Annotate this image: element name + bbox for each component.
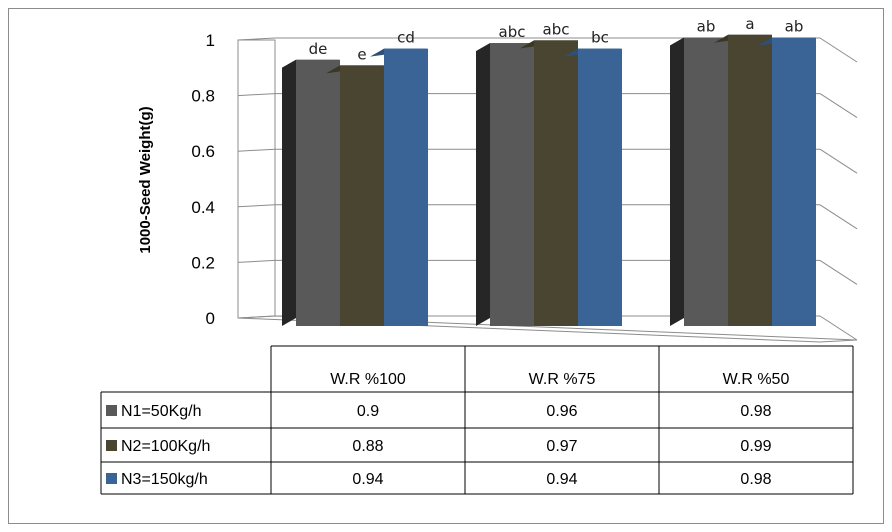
bar (670, 37, 728, 327)
bars (282, 34, 816, 327)
y-tick-label: 1 (206, 31, 215, 50)
table-cell: 0.9 (357, 403, 379, 420)
table-cell: 0.99 (740, 438, 771, 455)
gridline-left (237, 315, 276, 319)
legend-swatch (106, 405, 117, 416)
bar-letter-label: ab (697, 18, 716, 36)
chart-frame (8, 8, 884, 524)
bar (282, 59, 340, 327)
gridline-left (237, 93, 276, 97)
table-cell: 0.94 (352, 471, 383, 488)
y-tick-label: 0.6 (191, 142, 215, 161)
y-axis-ticks: 0 0.2 0.4 0.6 0.8 1 (191, 31, 215, 328)
side-wall (237, 39, 276, 319)
y-axis-label: 1000-Seed Weight(g) (137, 106, 154, 253)
gridline-right (819, 315, 858, 341)
y-tick-label: 0.2 (191, 253, 215, 272)
bar-letter-labels: de e cd abc abc bc ab a ab (309, 15, 804, 64)
table-cell: 0.98 (740, 403, 771, 420)
legend-swatch (106, 473, 117, 484)
table-header-category: W.R %75 (529, 371, 596, 388)
y-tick-label: 0 (206, 309, 215, 328)
bar-front (296, 59, 340, 327)
bar-front (490, 43, 534, 327)
bar-front (684, 37, 728, 327)
bar (564, 48, 622, 327)
data-table: W.R %100 W.R %75 W.R %50 N1=50Kg/h 0.9 0.96 0.… (100, 345, 854, 495)
table-cell: 0.98 (740, 471, 771, 488)
gridline-left (237, 148, 276, 152)
table-cell: 0.97 (546, 438, 577, 455)
gridline-right (819, 148, 858, 174)
bar (476, 43, 534, 327)
bar-side (670, 37, 684, 327)
legend-entry: N3=150kg/h (121, 471, 208, 488)
gridline-right (819, 37, 858, 63)
gridline-right (819, 259, 858, 285)
bar-front (340, 65, 384, 327)
table-cell: 0.88 (352, 438, 383, 455)
legend-entry: N1=50Kg/h (121, 403, 202, 420)
bar-front (772, 37, 816, 327)
gridline-right (819, 93, 858, 119)
bar-letter-label: bc (591, 29, 609, 47)
bar-letter-label: a (745, 15, 754, 33)
bar-front (728, 34, 772, 326)
bar-side (476, 43, 490, 327)
bar (714, 34, 772, 326)
legend-entry: N2=100Kg/h (121, 438, 210, 455)
bar-front (534, 40, 578, 327)
gridline-left (237, 204, 276, 208)
bar-letter-label: ab (785, 18, 804, 36)
y-tick-label: 0.8 (191, 87, 215, 106)
gridline-left (237, 259, 276, 263)
bar (758, 37, 816, 327)
table-header-category: W.R %50 (723, 371, 790, 388)
table-cell: 0.94 (546, 471, 577, 488)
bar-letter-label: e (357, 45, 366, 63)
bar-front (384, 48, 428, 327)
bar (326, 65, 384, 327)
legend-swatch (106, 440, 117, 451)
bar-front (578, 48, 622, 327)
y-tick-label: 0.4 (191, 198, 215, 217)
bar (370, 48, 428, 327)
table-header-category: W.R %100 (330, 371, 406, 388)
gridline-left (237, 37, 276, 41)
bar-letter-label: abc (543, 20, 570, 38)
gridline-right (819, 204, 858, 230)
table-cell: 0.96 (546, 403, 577, 420)
bar-letter-label: abc (499, 23, 526, 41)
bar-letter-label: de (309, 40, 328, 58)
bar (520, 40, 578, 327)
bar-letter-label: cd (397, 29, 415, 47)
bar-side (282, 59, 296, 327)
